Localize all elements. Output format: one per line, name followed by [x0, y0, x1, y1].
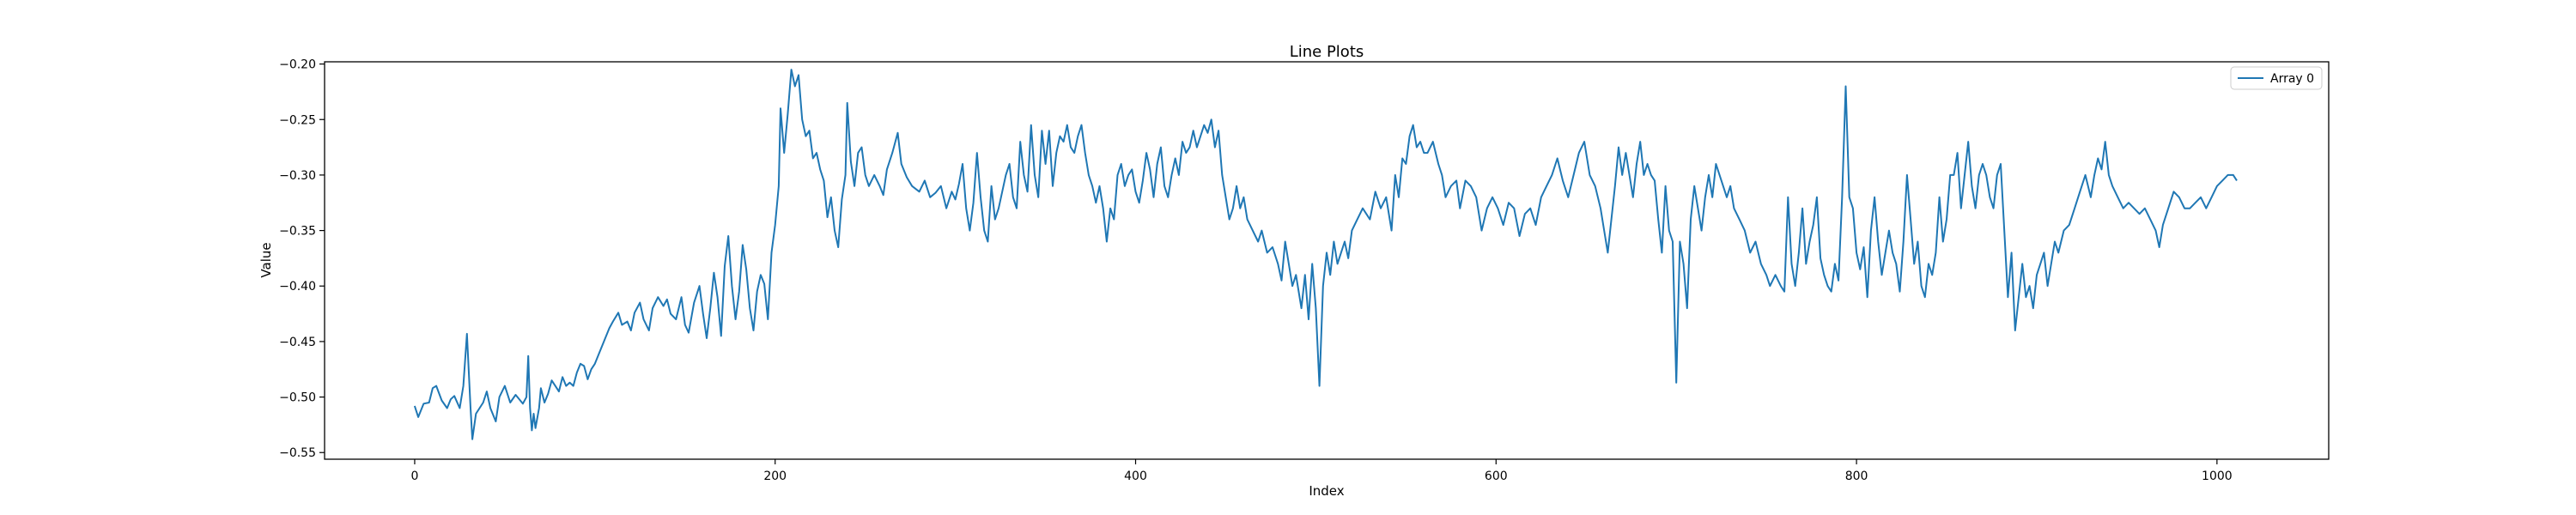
x-axis-ticks: 0 200 400 600 800 1000 [410, 459, 2233, 483]
y-tick-label: −0.55 [279, 446, 316, 460]
legend: Array 0 [2230, 66, 2323, 90]
y-tick-label: −0.45 [279, 336, 316, 349]
series-line-0 [413, 69, 2238, 440]
chart-title: Line Plots [1290, 43, 1364, 61]
x-axis-label: Index [1309, 483, 1344, 499]
plot-area [413, 69, 2238, 440]
plot-frame [324, 61, 2330, 460]
x-tick-label: 800 [1845, 470, 1868, 483]
y-tick-label: −0.50 [279, 391, 316, 405]
x-tick-label: 1000 [2202, 470, 2233, 483]
legend-box [2230, 66, 2323, 90]
y-axis-ticks: −0.55 −0.50 −0.45 −0.40 −0.35 −0.30 −0.25 −0.20 [279, 58, 325, 460]
x-tick-label: 200 [763, 470, 787, 483]
y-axis-label: Value [258, 242, 274, 277]
y-tick-label: −0.40 [279, 280, 316, 294]
x-tick-label: 600 [1485, 470, 1508, 483]
y-tick-label: −0.35 [279, 225, 316, 239]
y-tick-label: −0.20 [279, 58, 316, 72]
legend-label-array-0: Array 0 [2270, 72, 2314, 86]
x-tick-label: 0 [410, 470, 418, 483]
y-tick-label: −0.30 [279, 169, 316, 183]
x-tick-label: 400 [1124, 470, 1147, 483]
y-tick-label: −0.25 [279, 113, 316, 127]
